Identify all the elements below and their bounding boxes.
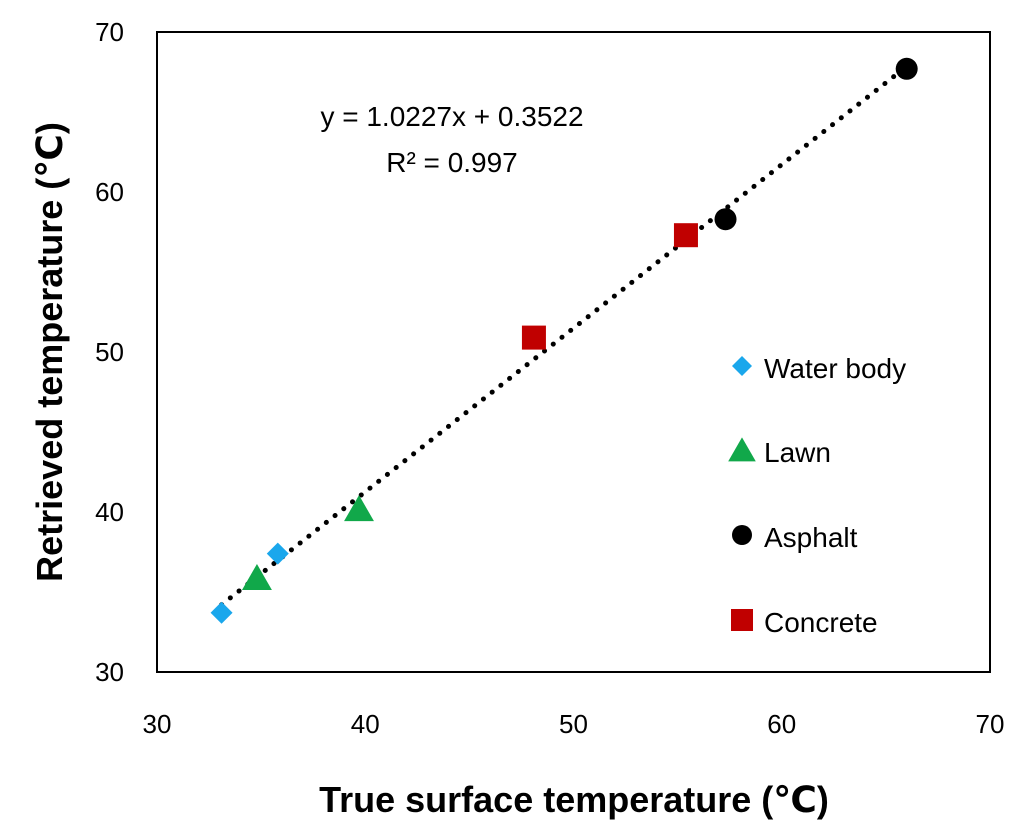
trendline-layer [219, 63, 910, 608]
data-point-concrete [673, 223, 698, 248]
x-tick-label: 50 [559, 709, 588, 739]
legend-label-water-body: Water body [764, 353, 906, 384]
x-axis-title: True surface temperature (℃) [319, 779, 829, 820]
x-tick-label: 40 [351, 709, 380, 739]
data-point-water-body [210, 601, 233, 624]
x-tick-label: 30 [143, 709, 172, 739]
legend-label-lawn: Lawn [764, 437, 831, 468]
x-tick-label: 70 [976, 709, 1005, 739]
y-tick-label: 70 [95, 17, 124, 47]
trendline-r-squared: R² = 0.997 [386, 147, 518, 178]
data-point-lawn [242, 563, 272, 590]
legend-marker-lawn [728, 437, 756, 462]
plot-area [156, 31, 991, 673]
y-tick-label: 50 [95, 337, 124, 367]
trendline [219, 63, 910, 608]
trendline-equation: y = 1.0227x + 0.3522 [320, 101, 583, 132]
legend-label-concrete: Concrete [764, 607, 878, 638]
x-axis-ticks: 30 40 50 60 70 [143, 709, 1005, 739]
data-point-asphalt [714, 208, 737, 231]
legend-marker-asphalt [732, 525, 752, 545]
legend-item-water-body: Water body [732, 353, 906, 384]
data-point-concrete [521, 325, 546, 350]
y-tick-label: 30 [95, 657, 124, 687]
legend-marker-concrete [731, 609, 753, 631]
data-point-asphalt [895, 57, 918, 80]
data-point-water-body [266, 542, 289, 565]
y-axis-title: Retrieved temperature (℃) [29, 122, 70, 582]
y-tick-label: 60 [95, 177, 124, 207]
legend-label-asphalt: Asphalt [764, 522, 858, 553]
data-point-lawn [344, 495, 374, 522]
legend: Water body Lawn Asphalt Concrete [728, 353, 906, 638]
legend-item-concrete: Concrete [731, 607, 878, 638]
y-tick-label: 40 [95, 497, 124, 527]
legend-item-asphalt: Asphalt [732, 522, 858, 553]
legend-marker-water-body [732, 356, 752, 376]
x-tick-label: 60 [767, 709, 796, 739]
y-axis-ticks: 30 40 50 60 70 [95, 17, 124, 687]
data-points [210, 57, 918, 624]
legend-item-lawn: Lawn [728, 437, 831, 468]
